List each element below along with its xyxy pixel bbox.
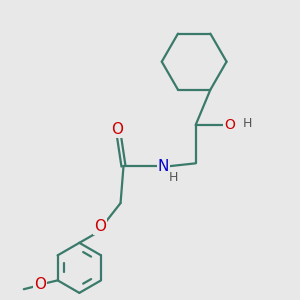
Text: N: N bbox=[158, 159, 169, 174]
Text: O: O bbox=[34, 277, 46, 292]
Text: H: H bbox=[242, 117, 252, 130]
Text: O: O bbox=[224, 118, 235, 132]
Text: H: H bbox=[169, 171, 178, 184]
Text: O: O bbox=[112, 122, 124, 137]
Text: O: O bbox=[94, 219, 106, 234]
